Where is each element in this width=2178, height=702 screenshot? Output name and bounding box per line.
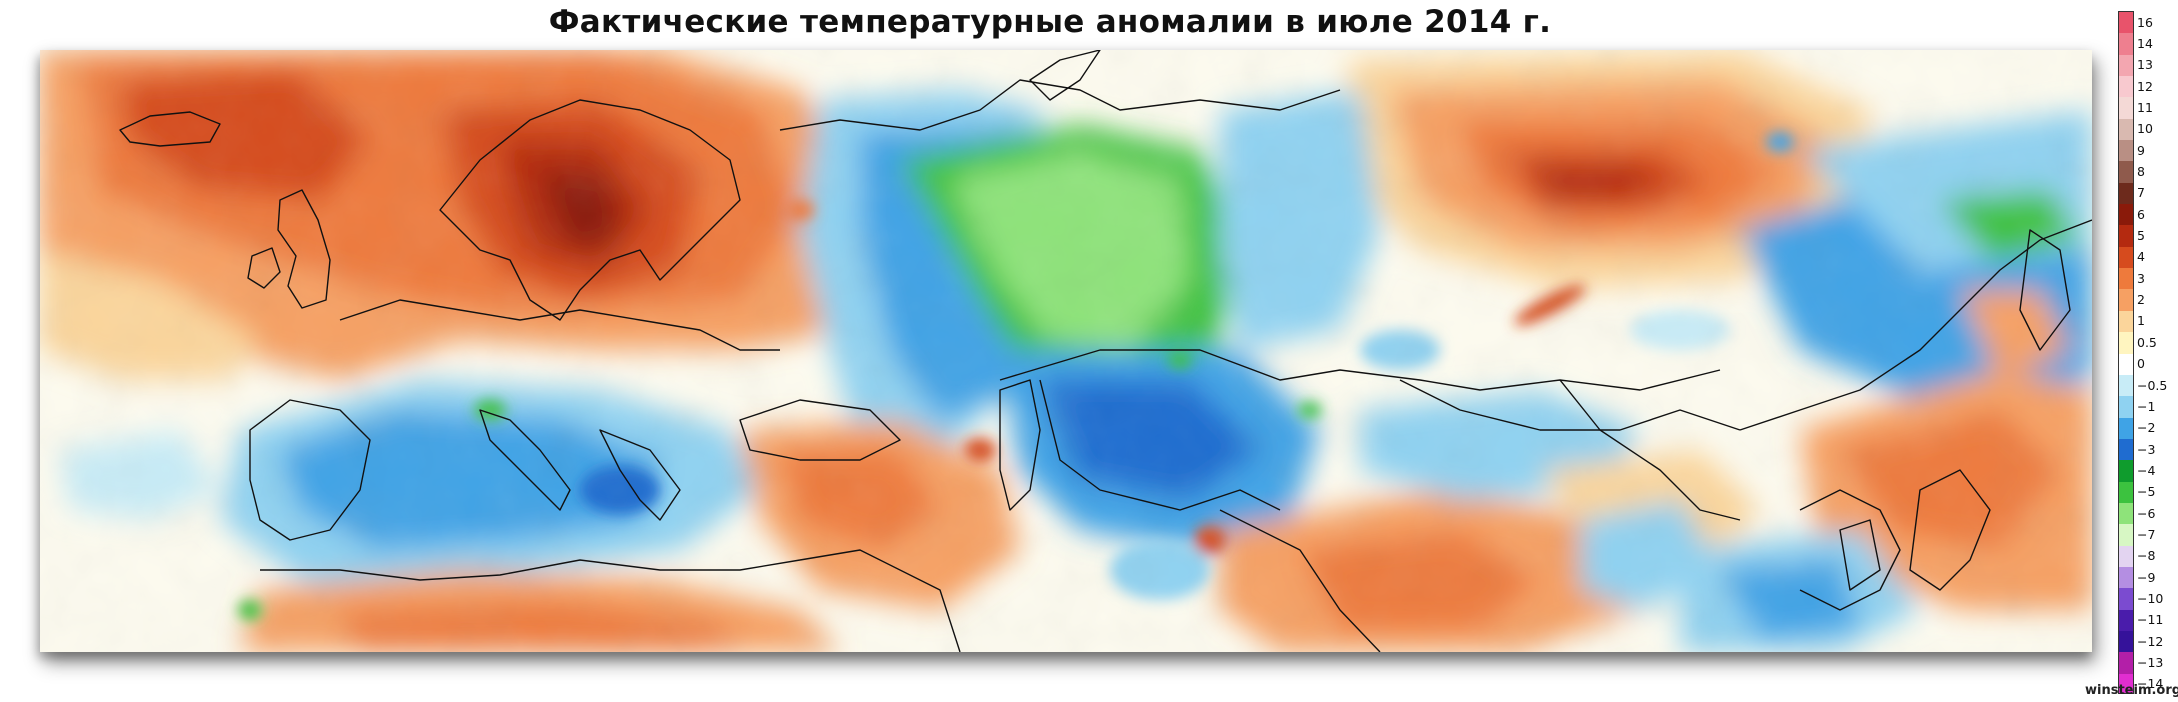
legend-label: 0 [2137, 356, 2145, 372]
legend-label: 11 [2137, 100, 2153, 116]
legend-label: 10 [2137, 121, 2153, 137]
watermark-text: winsteim.org [2085, 683, 2178, 698]
legend-swatch [2119, 396, 2133, 418]
legend-swatch [2119, 481, 2133, 503]
legend-label: 8 [2137, 164, 2145, 180]
color-legend: 16 14 13 12 11 10 9 8 7 6 5 4 3 2 1 0.5 0 −0.5 −1 −2 −3 −4 −5 −… [2118, 11, 2178, 694]
legend-label: −6 [2137, 505, 2156, 521]
legend-label: 2 [2137, 292, 2145, 308]
legend-label: 1 [2137, 313, 2145, 329]
legend-label: 14 [2137, 36, 2153, 52]
legend-label: −11 [2137, 612, 2164, 628]
legend-label: −14 [2137, 676, 2164, 692]
legend-swatch [2119, 566, 2133, 589]
legend-label: −4 [2137, 462, 2156, 478]
legend-label: 7 [2137, 185, 2145, 201]
legend-swatch [2119, 545, 2133, 567]
legend-swatch [2119, 161, 2133, 183]
legend-swatch [2119, 118, 2133, 141]
legend-swatch [2119, 353, 2133, 375]
legend-swatch [2119, 673, 2133, 693]
legend-label: −9 [2137, 569, 2156, 585]
legend-label: −5 [2137, 484, 2156, 500]
legend-swatch [2119, 460, 2133, 482]
legend-label: 5 [2137, 228, 2145, 244]
legend-label: 16 [2137, 14, 2153, 30]
legend-swatch [2119, 652, 2133, 674]
legend-swatch [2119, 246, 2133, 269]
legend-swatch [2119, 588, 2133, 610]
legend-label: −0.5 [2137, 377, 2168, 393]
legend-label: −13 [2137, 654, 2164, 670]
legend-color-bar [2118, 11, 2134, 694]
legend-swatch [2119, 289, 2133, 311]
legend-swatch [2119, 417, 2133, 439]
legend-label: 0.5 [2137, 334, 2157, 350]
legend-swatch [2119, 97, 2133, 119]
legend-swatch [2119, 140, 2133, 162]
legend-label: 6 [2137, 206, 2145, 222]
legend-swatch [2119, 438, 2133, 461]
legend-swatch [2119, 524, 2133, 546]
legend-label: −2 [2137, 420, 2156, 436]
legend-label: 3 [2137, 270, 2145, 286]
legend-label: −1 [2137, 398, 2156, 414]
legend-swatch [2119, 12, 2133, 34]
legend-swatch [2119, 630, 2133, 653]
legend-label: −8 [2137, 548, 2156, 564]
legend-swatch [2119, 332, 2133, 354]
legend-swatch [2119, 225, 2133, 247]
legend-swatch [2119, 33, 2133, 55]
legend-swatch [2119, 310, 2133, 333]
legend-label: 4 [2137, 249, 2145, 265]
legend-swatch [2119, 204, 2133, 226]
map-title: Фактические температурные аномалии в июл… [548, 4, 1552, 40]
legend-label: 12 [2137, 78, 2153, 94]
legend-swatch [2119, 268, 2133, 290]
legend-label: −12 [2137, 633, 2164, 649]
legend-swatch [2119, 609, 2133, 631]
legend-label: −7 [2137, 526, 2156, 542]
legend-label: −3 [2137, 441, 2156, 457]
legend-swatch [2119, 54, 2133, 77]
legend-label: 13 [2137, 57, 2153, 73]
legend-swatch [2119, 182, 2133, 205]
legend-label: −10 [2137, 590, 2164, 606]
legend-label: 9 [2137, 142, 2145, 158]
legend-swatch [2119, 374, 2133, 397]
legend-swatch [2119, 76, 2133, 98]
temperature-anomaly-map [40, 50, 2092, 652]
legend-swatch [2119, 502, 2133, 525]
